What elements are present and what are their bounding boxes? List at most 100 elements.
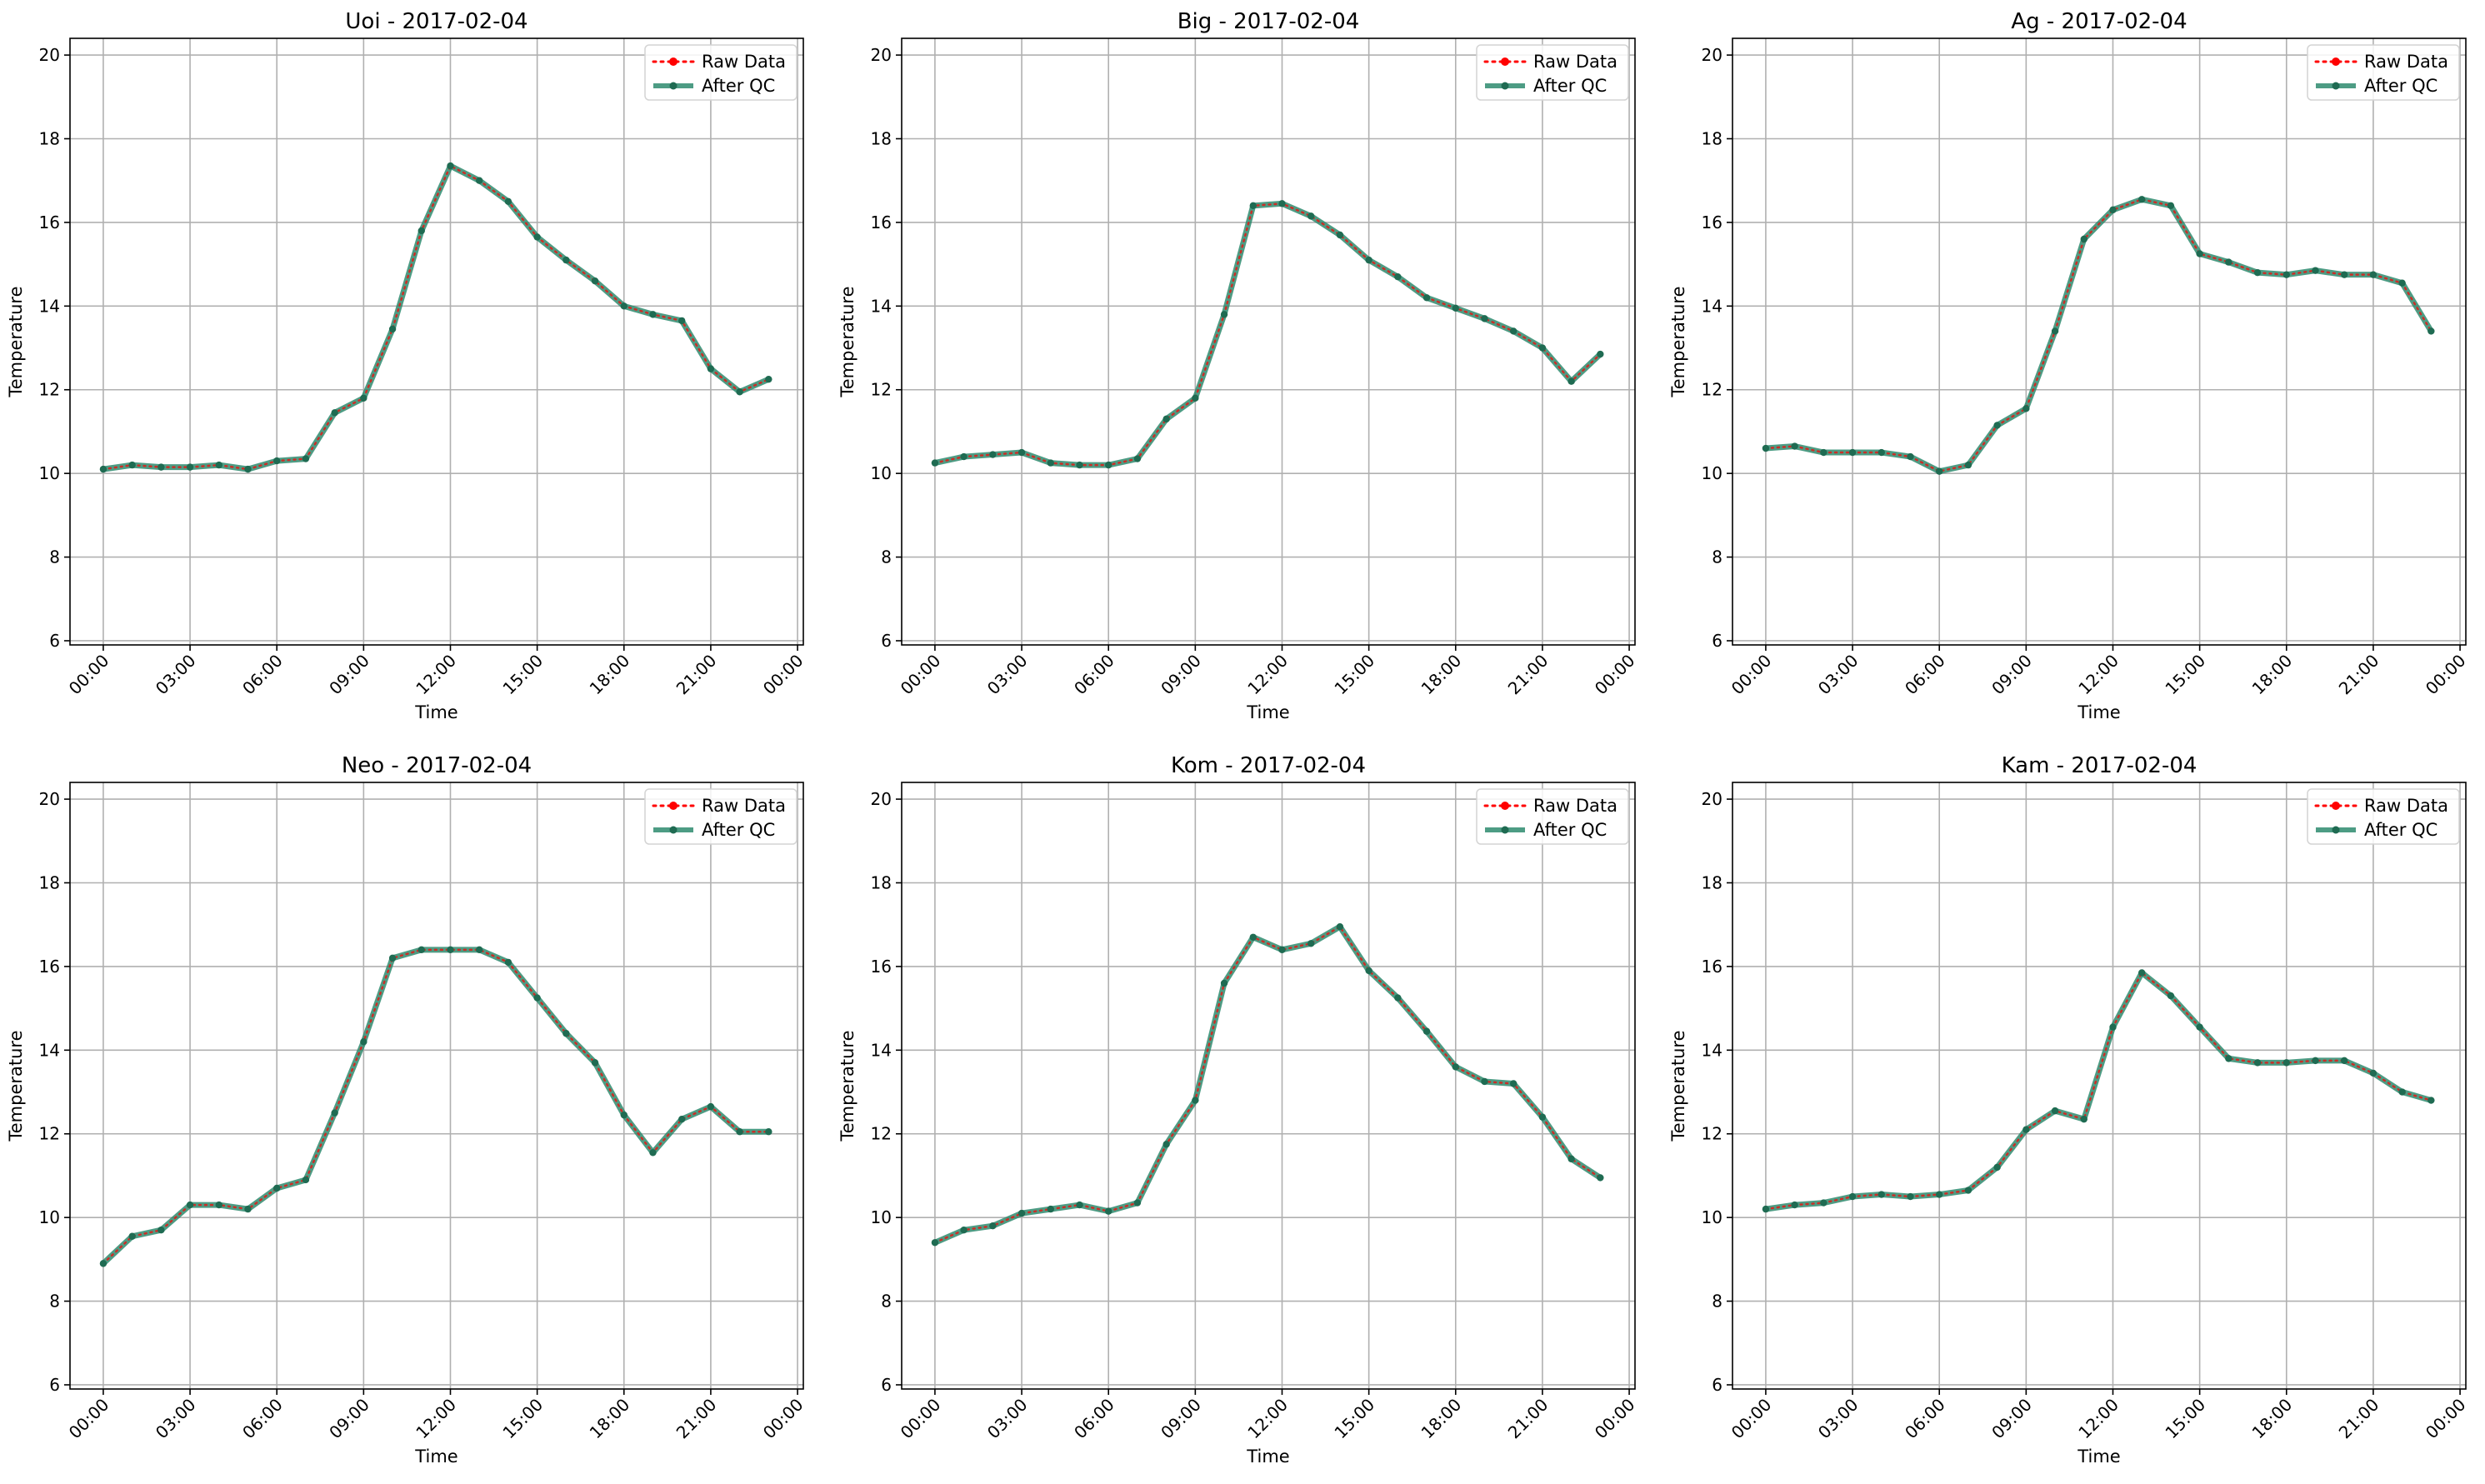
x-tick-label: 15:00 — [2161, 1395, 2209, 1443]
grid — [1732, 782, 2466, 1389]
data-point — [1192, 394, 1199, 402]
data-point — [1249, 933, 1257, 941]
x-axis-label: Time — [2077, 702, 2120, 722]
x-tick-label: 00:00 — [759, 651, 808, 699]
data-point — [128, 1232, 136, 1240]
y-tick-label: 12 — [871, 380, 892, 400]
data-point — [1452, 304, 1459, 312]
data-point — [1538, 1113, 1547, 1121]
x-tick-label: 21:00 — [2335, 1395, 2383, 1443]
data-point — [1993, 422, 2001, 429]
data-point — [158, 1227, 165, 1234]
data-point — [2398, 279, 2406, 287]
data-point — [2080, 1115, 2088, 1123]
data-point — [765, 375, 772, 383]
x-tick-label: 06:00 — [1070, 651, 1118, 699]
y-tick-label: 6 — [881, 631, 892, 651]
x-tick-label: 00:00 — [2422, 651, 2470, 699]
x-tick-label: 03:00 — [1814, 1395, 1862, 1443]
data-point — [1481, 315, 1488, 322]
data-point — [418, 946, 425, 954]
data-point — [2051, 1107, 2059, 1115]
data-point — [476, 946, 483, 954]
legend: Raw Data After QC — [1476, 788, 1629, 845]
legend-marker-raw-data — [1501, 802, 1509, 810]
legend-label-after-qc: After QC — [702, 820, 775, 840]
legend-marker-raw-data — [1501, 57, 1509, 66]
data-point — [1907, 1192, 1914, 1201]
data-point — [504, 197, 512, 206]
x-tick-label: 09:00 — [325, 1395, 373, 1443]
series-line-raw-data — [1764, 197, 2432, 472]
data-point — [562, 256, 570, 264]
data-point — [736, 388, 743, 396]
x-tick-label: 00:00 — [1728, 1395, 1776, 1443]
x-tick-label: 00:00 — [1591, 651, 1639, 699]
series-line-raw-data — [102, 948, 770, 1265]
grid — [70, 38, 803, 645]
data-point — [960, 1227, 968, 1234]
data-point — [244, 1205, 252, 1213]
data-point — [678, 317, 686, 325]
data-point — [1105, 1207, 1112, 1215]
data-point — [2282, 271, 2290, 278]
legend-label-after-qc: After QC — [1533, 820, 1607, 840]
data-point — [447, 162, 454, 170]
data-point — [649, 311, 657, 318]
series-line-after-qc — [932, 923, 1603, 1246]
data-point — [186, 1201, 194, 1209]
x-tick-label: 18:00 — [2248, 651, 2297, 699]
data-point — [2022, 405, 2030, 412]
data-point — [1597, 1174, 1604, 1182]
x-tick-label: 03:00 — [152, 1395, 200, 1443]
x-tick-label: 03:00 — [983, 651, 1032, 699]
x-tick-label: 00:00 — [65, 1395, 113, 1443]
y-axis-label: Temperature — [6, 1030, 26, 1142]
data-point — [1365, 256, 1372, 264]
data-point — [1791, 1201, 1798, 1209]
y-tick-label: 6 — [49, 1375, 60, 1395]
y-tick-label: 10 — [1702, 1207, 1722, 1227]
x-tick-label: 00:00 — [2422, 1395, 2470, 1443]
x-tick-label: 12:00 — [1243, 651, 1292, 699]
data-point — [360, 394, 368, 402]
data-point — [2109, 1023, 2117, 1031]
data-point — [960, 452, 968, 461]
chart-panel: 6 8 10 12 14 16 18 20 00:00 03:00 06:00 09:00 12:00 1… — [838, 9, 1639, 722]
y-tick-label: 20 — [1702, 45, 1722, 65]
legend-marker-after-qc — [2332, 82, 2340, 90]
x-tick-label: 09:00 — [1157, 1395, 1205, 1443]
data-point — [989, 1222, 997, 1230]
x-tick-label: 06:00 — [238, 1395, 287, 1443]
data-point — [2080, 235, 2088, 243]
x-tick-label: 18:00 — [2248, 1395, 2297, 1443]
data-point — [649, 1149, 657, 1157]
data-point — [1394, 272, 1402, 281]
data-point — [591, 277, 599, 285]
data-point — [302, 1176, 310, 1184]
y-tick-label: 14 — [1702, 296, 1722, 316]
data-point — [620, 302, 628, 310]
data-point — [1249, 202, 1257, 210]
data-point — [591, 1059, 599, 1067]
y-tick-label: 10 — [39, 463, 60, 483]
data-point — [2167, 992, 2175, 1000]
legend-marker-raw-data — [2332, 802, 2340, 810]
x-tick-label: 06:00 — [1901, 651, 1949, 699]
series-line-raw-data — [933, 202, 1602, 467]
y-tick-label: 20 — [39, 45, 60, 65]
data-point — [360, 1038, 368, 1046]
y-tick-label: 14 — [39, 1040, 60, 1060]
y-tick-label: 16 — [1702, 212, 1722, 232]
data-point — [1365, 967, 1372, 975]
data-point — [707, 365, 715, 372]
y-tick-label: 8 — [1712, 1292, 1722, 1312]
data-point — [388, 325, 397, 333]
data-point — [620, 1111, 628, 1119]
data-point — [1422, 294, 1431, 302]
x-tick-label: 00:00 — [65, 651, 113, 699]
data-point — [2282, 1059, 2290, 1067]
data-point — [504, 958, 512, 967]
data-point — [158, 463, 165, 471]
y-tick-label: 8 — [881, 1292, 892, 1312]
